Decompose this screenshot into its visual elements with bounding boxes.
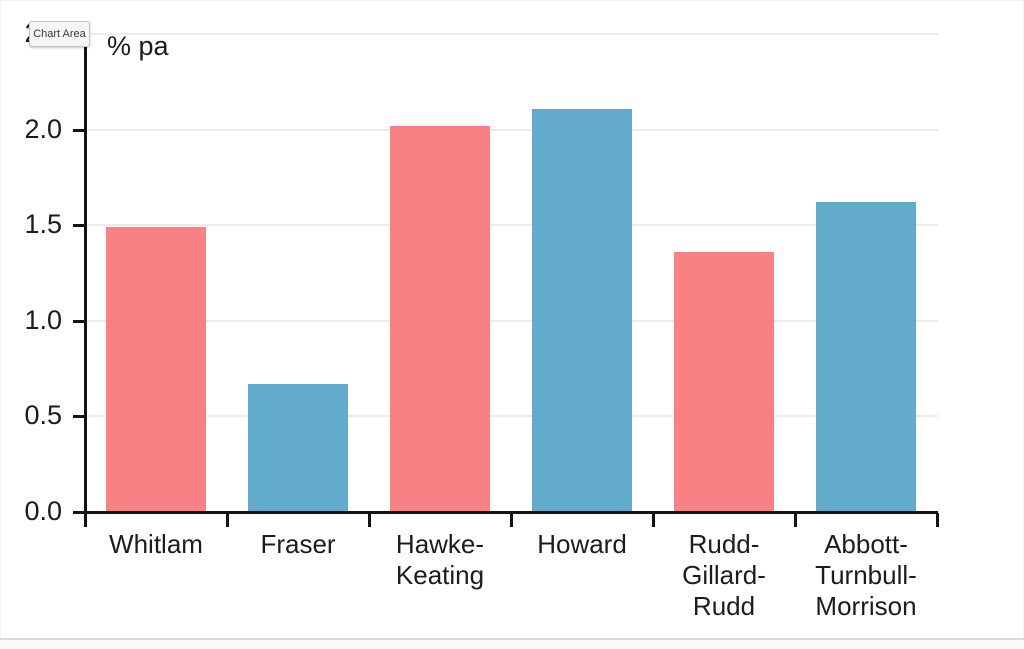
x-tick-mark <box>225 513 229 527</box>
gridline <box>87 319 938 322</box>
bar-rudd-gillard-rudd[interactable] <box>674 251 774 512</box>
gridline <box>87 128 938 131</box>
y-tick-mark <box>73 224 84 228</box>
x-axis-label-line: Keating <box>395 560 485 590</box>
x-tick-mark <box>793 513 797 527</box>
x-axis-line <box>84 511 938 514</box>
x-tick-mark <box>651 513 655 527</box>
bar-hawke-keating[interactable] <box>390 125 490 512</box>
x-axis-label-line: Morrison <box>815 591 917 621</box>
y-axis-title: % pa <box>107 31 169 61</box>
x-axis-label-line: Abbott- <box>824 529 908 559</box>
x-axis-label-line: Rudd- <box>688 529 760 559</box>
x-axis-label-line: Fraser <box>260 529 336 559</box>
y-axis-line <box>84 34 87 514</box>
y-tick-label: 1.0 <box>24 304 62 335</box>
tooltip-label: Chart Area <box>33 28 86 40</box>
y-tick-label: 0.5 <box>24 400 62 431</box>
x-axis-label-line: Howard <box>537 529 627 559</box>
x-axis-label-line: Rudd <box>692 591 756 621</box>
y-tick-mark <box>73 415 84 419</box>
x-tick-mark <box>367 513 371 527</box>
x-axis-label-abbott-turnbull-morrison: Abbott- Turnbull- Morrison <box>781 529 951 622</box>
gridline <box>87 33 938 35</box>
y-tick-label: 1.5 <box>24 209 62 240</box>
y-tick-mark <box>73 511 84 514</box>
x-axis-label-fraser: Fraser <box>213 529 383 560</box>
x-axis-label-line: Whitlam <box>109 529 203 559</box>
x-tick-mark <box>935 513 939 527</box>
y-tick-label: 0.0 <box>24 495 62 526</box>
bar-fraser[interactable] <box>248 383 348 512</box>
gridline <box>87 224 938 227</box>
y-tick-mark <box>73 128 84 132</box>
bar-abbott-turnbull-morrison[interactable] <box>816 202 916 512</box>
x-axis-label-hawke-keating: Hawke- Keating <box>355 529 525 591</box>
y-tick-mark <box>73 319 84 323</box>
window-bottom-edge <box>0 638 1024 649</box>
x-tick-mark <box>509 513 513 527</box>
x-axis-label-line: Gillard- <box>682 560 766 590</box>
x-axis-label-line: Turnbull- <box>815 560 917 590</box>
x-axis-label-rudd-gillard-rudd: Rudd- Gillard- Rudd <box>639 529 809 622</box>
gridline <box>87 415 938 418</box>
x-axis-label-line: Hawke- <box>395 529 485 559</box>
bar-howard[interactable] <box>532 108 632 512</box>
bar-whitlam[interactable] <box>106 227 206 512</box>
x-tick-mark <box>83 513 87 527</box>
x-axis-label-whitlam: Whitlam <box>71 529 241 560</box>
x-axis-label-howard: Howard <box>497 529 667 560</box>
chart-area-tooltip: Chart Area <box>29 21 90 47</box>
y-tick-label: 2.0 <box>24 113 62 144</box>
